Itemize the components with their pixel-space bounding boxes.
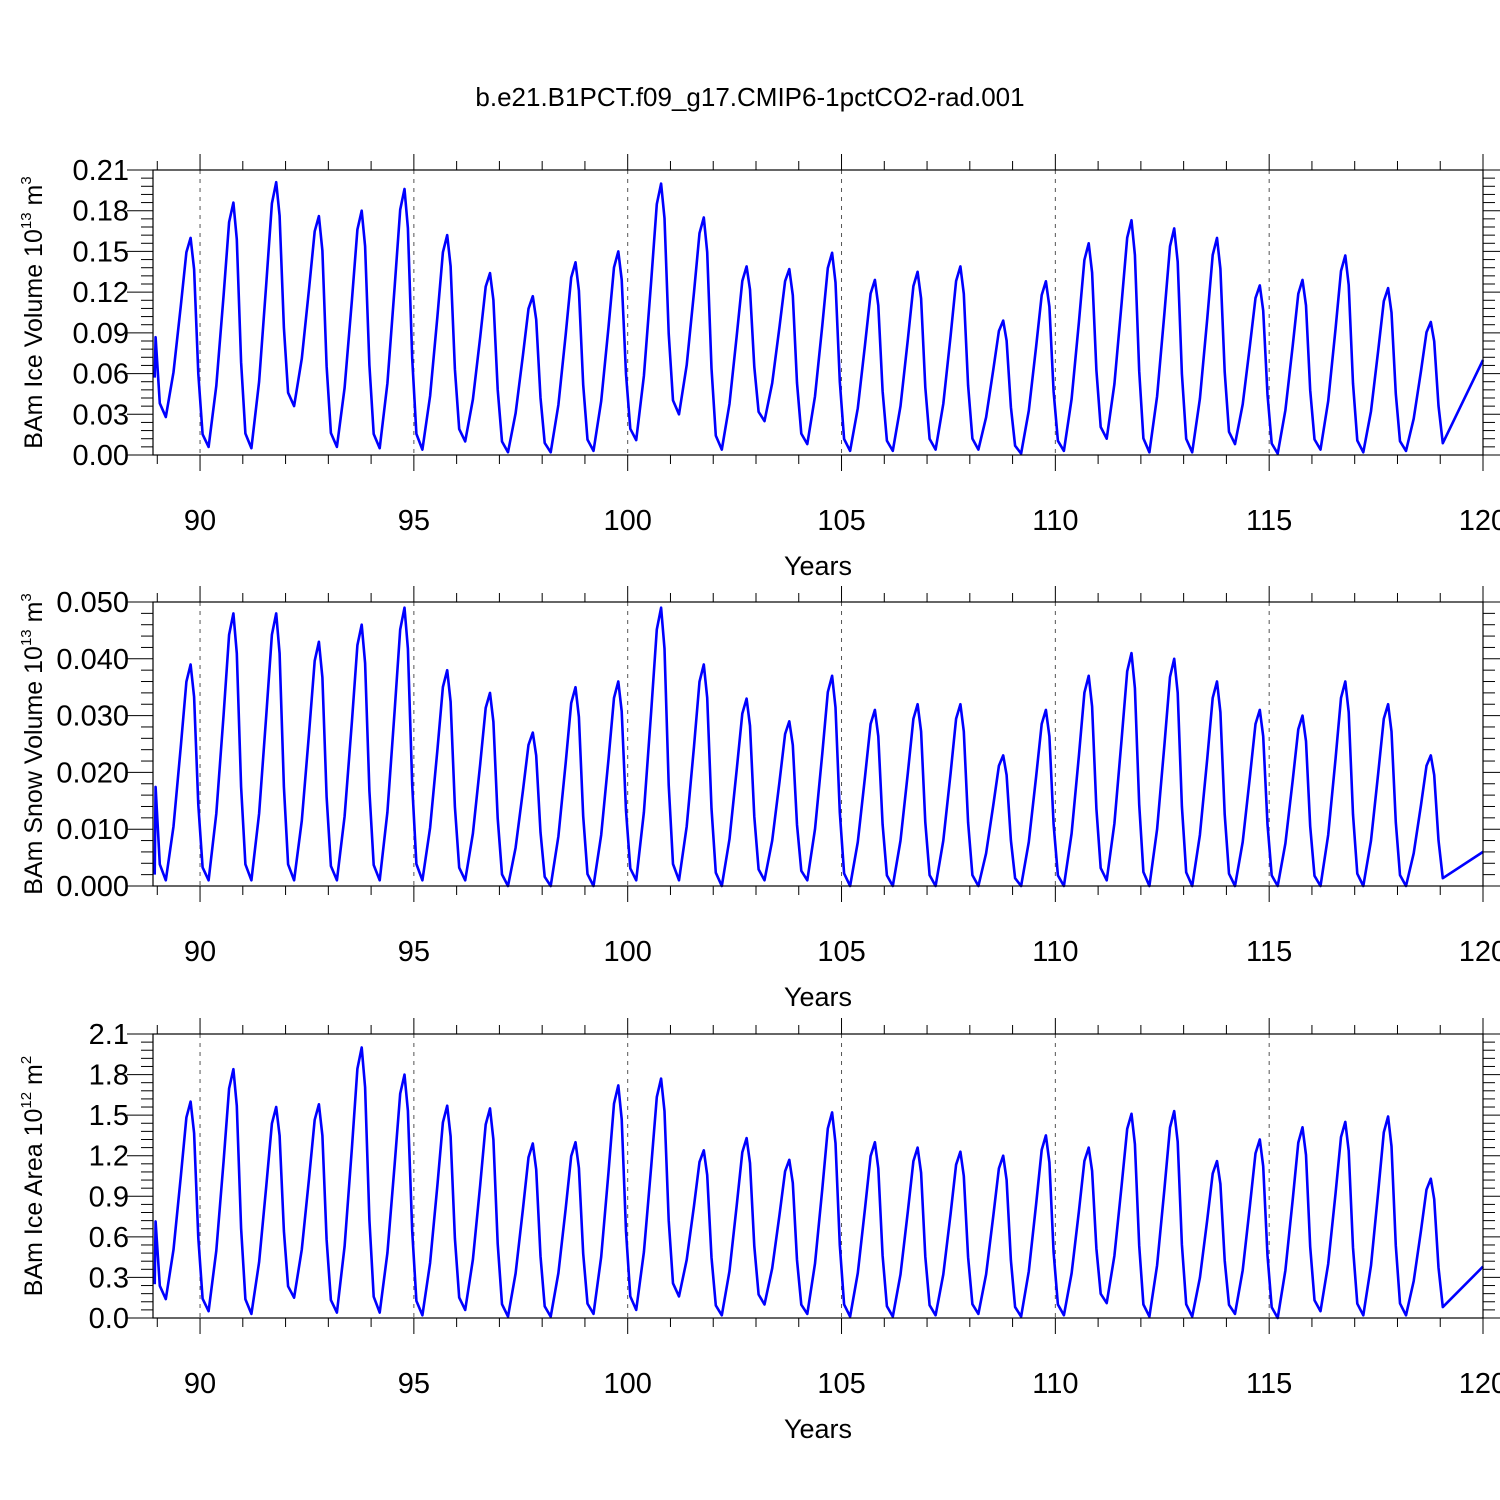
ice-area-x-tick-label: 115	[1246, 1368, 1292, 1400]
ice-area-y-tick-labels: 0.0 0.3 0.6 0.9 1.2 1.5 1.8 2.1	[89, 1019, 129, 1335]
snow-volume-x-axis-label: Years	[784, 982, 852, 1012]
snow-volume-reference-lines	[199, 602, 1270, 886]
snow-volume-x-tick-label: 115	[1246, 936, 1292, 968]
ice-volume-x-tick-label: 100	[603, 505, 651, 537]
snow-volume-y-tick-labels: 0.000 0.010 0.020 0.030 0.040 0.050	[56, 587, 129, 903]
ice-area-reference-lines	[199, 1034, 1270, 1318]
ice-area-x-tick-labels: 90 95 100 105 110 115 120	[184, 1368, 1500, 1400]
snow-volume-series-line	[153, 606, 1484, 888]
snow-volume-x-tick-label: 100	[603, 936, 651, 968]
ice-volume-y-tick-labels: 0.00 0.03 0.06 0.09 0.12 0.15 0.18 0.21	[73, 155, 129, 472]
ice-area-plot-frame	[152, 1033, 1484, 1319]
ice-volume-x-tick-label: 115	[1246, 505, 1292, 537]
ice-volume-x-tick-label: 90	[184, 505, 216, 537]
ice-volume-ticks	[127, 154, 1500, 471]
ice-area-y-tick-label: 2.1	[89, 1019, 129, 1051]
ice-area-y-tick-label: 0.3	[89, 1262, 129, 1294]
ice-area-x-tick-label: 95	[398, 1368, 430, 1400]
ice-volume-y-tick-label: 0.09	[73, 318, 129, 350]
ice-volume-y-tick-label: 0.21	[73, 155, 129, 187]
snow-volume-plot-frame	[152, 601, 1484, 887]
snow-volume-x-tick-label: 120	[1459, 936, 1500, 968]
ice-volume-x-tick-label: 120	[1459, 505, 1500, 537]
ice-volume-x-axis-label: Years	[784, 551, 852, 581]
ice-volume-x-tick-label: 95	[398, 505, 430, 537]
snow-volume-y-tick-label: 0.020	[56, 757, 129, 789]
ice-volume-x-tick-label: 105	[817, 505, 865, 537]
snow-volume-panel: 0.000 0.010 0.020 0.030 0.040 0.050 90 95 100 10…	[18, 586, 1500, 1012]
snow-volume-y-tick-label: 0.050	[56, 587, 129, 619]
ice-area-x-tick-label: 120	[1459, 1368, 1500, 1400]
ice-area-x-tick-label: 90	[184, 1368, 216, 1400]
ice-volume-y-tick-label: 0.18	[73, 196, 129, 228]
snow-volume-x-tick-label: 105	[817, 936, 865, 968]
snow-volume-ticks	[127, 586, 1500, 902]
ice-volume-x-tick-label: 110	[1032, 505, 1078, 537]
ice-area-y-tick-label: 1.8	[89, 1060, 129, 1092]
ice-area-y-axis-label: BAm Ice Area 1012 m2	[18, 1056, 48, 1296]
ice-area-x-tick-label: 100	[603, 1368, 651, 1400]
snow-volume-y-tick-label: 0.010	[56, 814, 129, 846]
snow-volume-y-tick-label: 0.040	[56, 644, 129, 676]
snow-volume-y-tick-label: 0.000	[56, 871, 129, 903]
ice-volume-y-tick-label: 0.12	[73, 277, 129, 309]
ice-area-y-tick-label: 1.5	[89, 1100, 129, 1132]
ice-volume-x-tick-labels: 90 95 100 105 110 115 120	[184, 505, 1500, 537]
ice-area-x-axis-label: Years	[784, 1414, 852, 1444]
ice-volume-plot-frame	[152, 169, 1484, 456]
ice-volume-panel: 0.00 0.03 0.06 0.09 0.12 0.15 0.18 0.21 90 95 100…	[18, 154, 1500, 581]
ice-volume-y-axis-label: BAm Ice Volume 1013 m3	[18, 176, 48, 448]
ice-area-y-tick-label: 1.2	[89, 1141, 129, 1173]
snow-volume-x-tick-label: 90	[184, 936, 216, 968]
ice-area-y-tick-label: 0.9	[89, 1181, 129, 1213]
ice-volume-y-tick-label: 0.06	[73, 359, 129, 391]
snow-volume-y-tick-label: 0.030	[56, 701, 129, 733]
ice-volume-y-tick-label: 0.03	[73, 399, 129, 431]
snow-volume-x-tick-labels: 90 95 100 105 110 115 120	[184, 936, 1500, 968]
chart-title: b.e21.B1PCT.f09_g17.CMIP6-1pctCO2-rad.00…	[475, 82, 1024, 112]
ice-volume-y-tick-label: 0.00	[73, 440, 129, 472]
ice-area-series-line	[153, 1046, 1484, 1320]
snow-volume-x-tick-label: 110	[1032, 936, 1078, 968]
ice-area-ticks	[127, 1018, 1500, 1334]
ice-area-panel: 0.0 0.3 0.6 0.9 1.2 1.5 1.8 2.1 90 95 100 105 110 11…	[18, 1018, 1500, 1444]
snow-volume-x-tick-label: 95	[398, 936, 430, 968]
ice-area-y-tick-label: 0.6	[89, 1222, 129, 1254]
ice-area-x-tick-label: 105	[817, 1368, 865, 1400]
snow-volume-y-axis-label: BAm Snow Volume 1013 m3	[18, 593, 48, 895]
ice-volume-y-tick-label: 0.15	[73, 236, 129, 268]
ice-area-y-tick-label: 0.0	[89, 1303, 129, 1335]
ice-area-x-tick-label: 110	[1032, 1368, 1078, 1400]
ice-volume-series-line	[153, 180, 1485, 455]
